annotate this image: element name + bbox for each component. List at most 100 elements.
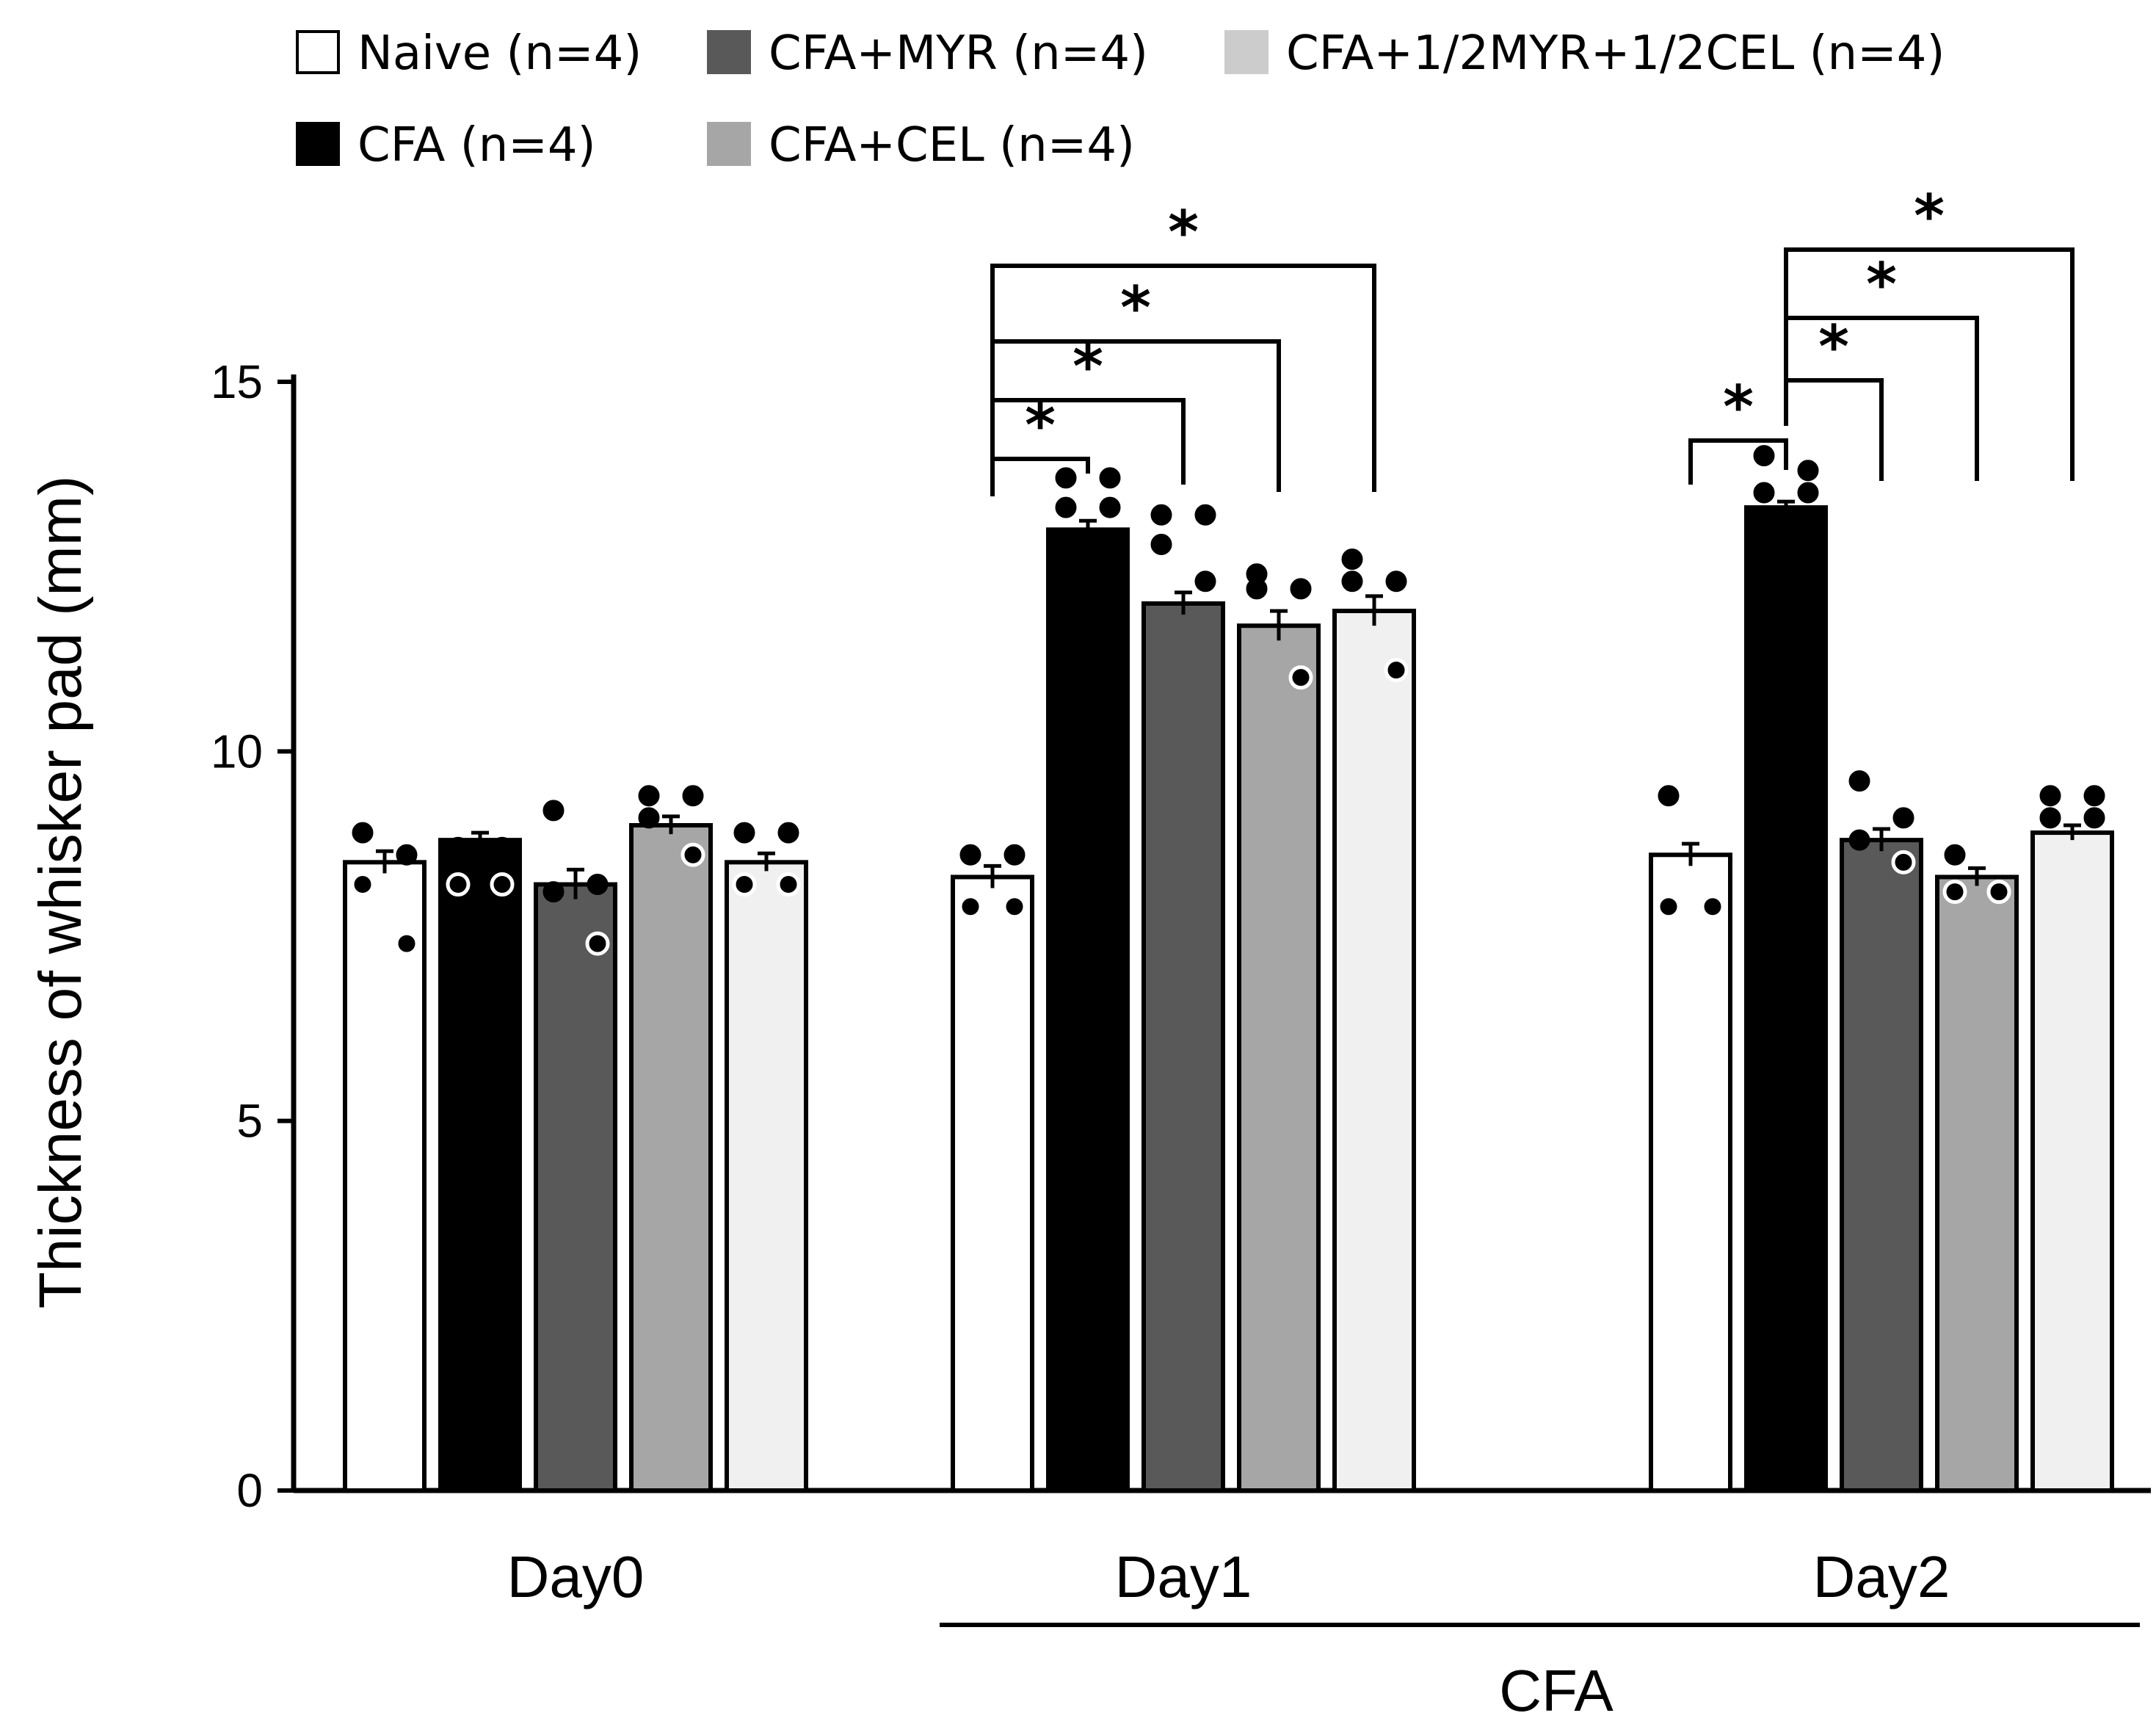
data-point <box>394 931 419 956</box>
data-point <box>1848 829 1870 851</box>
data-point <box>1194 504 1216 526</box>
data-point <box>776 872 801 897</box>
x-category-label: Day2 <box>1813 1544 1950 1609</box>
data-point <box>958 894 983 919</box>
legend-swatch <box>707 30 751 74</box>
data-point <box>733 822 755 844</box>
bar-Day1-series-3 <box>1237 623 1321 1493</box>
legend-swatch <box>296 122 340 166</box>
bar-Day0-series-3 <box>629 823 713 1493</box>
data-point <box>1150 504 1172 526</box>
legend-label: CFA+1/2MYR+1/2CEL (n=4) <box>1286 26 1945 81</box>
bar-Day0-series-4 <box>725 860 808 1493</box>
x-category-label: Day1 <box>1115 1544 1252 1609</box>
bar-Day2-series-4 <box>2030 830 2114 1493</box>
data-point <box>1341 571 1363 593</box>
data-point <box>682 785 704 807</box>
significance-bracket <box>990 398 1186 496</box>
x-category-label: Day0 <box>507 1544 645 1609</box>
data-point <box>732 872 757 897</box>
data-point <box>2039 807 2061 829</box>
bar-Day2-series-2 <box>1840 838 1923 1493</box>
data-point <box>1891 850 1916 874</box>
significance-bracket <box>1784 247 2075 481</box>
significance-star: * <box>1120 274 1151 342</box>
y-tick-label: 0 <box>236 1464 263 1517</box>
y-tick-label: 5 <box>236 1095 263 1148</box>
data-point <box>777 822 799 844</box>
data-point <box>447 836 469 858</box>
significance-star: * <box>1818 313 1849 381</box>
cfa-span-label: CFA <box>1499 1658 1614 1723</box>
data-point <box>446 872 471 897</box>
data-point <box>1290 578 1312 600</box>
data-point <box>396 844 418 866</box>
legend-swatch <box>1224 30 1268 74</box>
bar-Day1-series-1 <box>1046 527 1130 1493</box>
data-point <box>1099 467 1121 489</box>
data-point <box>959 844 981 866</box>
y-axis-title: Thickness of whisker pad (mm) <box>27 476 94 1309</box>
bar-Day1-series-2 <box>1141 601 1225 1493</box>
data-point <box>1797 482 1819 504</box>
data-point <box>2083 807 2105 829</box>
data-point <box>585 931 610 956</box>
legend-swatch <box>707 122 751 166</box>
bar-Day2-series-0 <box>1649 852 1732 1493</box>
data-point <box>1753 482 1775 504</box>
bar-Day1-series-4 <box>1332 609 1416 1493</box>
data-point <box>1341 548 1363 571</box>
bar-Day0-series-1 <box>438 838 522 1493</box>
legend-label: Naive (n=4) <box>357 26 642 81</box>
data-point <box>1700 894 1725 919</box>
data-point <box>638 807 660 829</box>
data-point <box>1194 571 1216 593</box>
significance-star: * <box>1866 250 1897 319</box>
legend-label: CFA+MYR (n=4) <box>769 26 1148 81</box>
data-point <box>1944 844 1966 866</box>
legend-label: CFA+CEL (n=4) <box>769 118 1135 173</box>
data-point <box>1892 807 1914 829</box>
data-point <box>542 881 565 903</box>
data-point <box>1797 460 1819 482</box>
data-point <box>2039 785 2061 807</box>
data-point <box>1658 785 1680 807</box>
data-point <box>491 836 513 858</box>
data-point <box>1246 578 1268 600</box>
data-point <box>680 842 705 867</box>
significance-bracket <box>1688 438 1788 485</box>
data-point <box>1055 496 1077 518</box>
data-point <box>350 872 375 897</box>
data-point <box>1288 665 1313 690</box>
data-point <box>1656 894 1681 919</box>
bar-Day0-series-2 <box>534 882 617 1493</box>
data-point <box>2083 785 2105 807</box>
data-point <box>1002 894 1027 919</box>
data-point <box>1384 658 1409 683</box>
data-point <box>1099 496 1121 518</box>
significance-star: * <box>1025 391 1056 460</box>
data-point <box>587 874 609 896</box>
data-point <box>542 800 565 822</box>
bar-Day2-series-1 <box>1744 505 1828 1493</box>
significance-star: * <box>1168 198 1199 267</box>
data-point <box>1942 880 1967 905</box>
significance-star: * <box>1914 182 1945 250</box>
data-point <box>638 785 660 807</box>
data-point <box>1055 467 1077 489</box>
data-point <box>1385 571 1407 593</box>
legend-swatch <box>296 30 340 74</box>
data-point <box>1150 533 1172 555</box>
significance-star: * <box>1723 373 1754 441</box>
data-point <box>1848 770 1870 792</box>
significance-star: * <box>1072 333 1103 401</box>
significance-bracket <box>990 264 1376 496</box>
bar-Day2-series-3 <box>1935 874 2019 1493</box>
legend-label: CFA (n=4) <box>357 118 596 173</box>
bar-Day1-series-0 <box>951 874 1034 1493</box>
y-tick-label: 15 <box>211 355 263 408</box>
data-point <box>1753 445 1775 467</box>
data-point <box>352 822 374 844</box>
data-point <box>1986 880 2011 905</box>
